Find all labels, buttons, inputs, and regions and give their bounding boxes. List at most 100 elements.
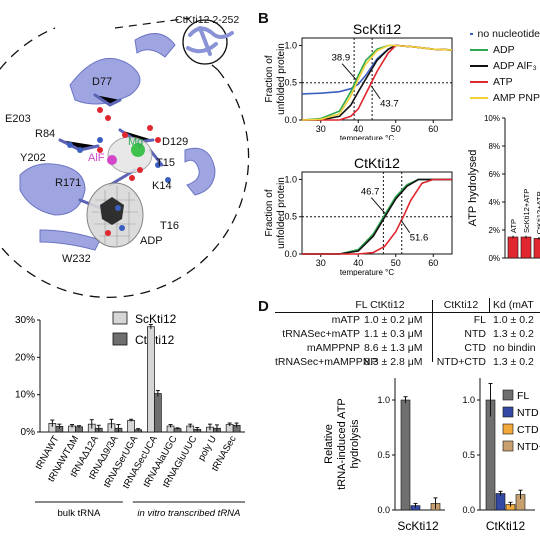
melt-ytick-label: 0.5 — [284, 78, 297, 88]
atp-ytick-label: 8% — [488, 142, 500, 151]
atp-bar-label: CtKti12+ATP — [535, 191, 540, 234]
melt-xtick-label: 50 — [391, 258, 401, 268]
melt-frame — [301, 37, 453, 121]
melt-legend-label: ADP — [493, 44, 515, 56]
d-ylabel-line2: tRNA-induced ATP — [336, 398, 348, 490]
melt-curve — [302, 44, 453, 121]
d-ytick-label: 1.0 — [462, 395, 475, 405]
c-legend-swatch — [112, 332, 128, 346]
residue-adp: ADP — [140, 235, 163, 247]
kd-domain-construct: NTD — [464, 328, 486, 340]
d-legend-label: NTD+ — [517, 441, 540, 453]
melt-xtick-label: 60 — [428, 258, 438, 268]
c-bar — [147, 326, 155, 433]
mg-ion — [131, 143, 145, 157]
residue-k14: K14 — [152, 180, 172, 192]
kd-fl-condition: mAMPPNP — [306, 342, 360, 354]
atp-bar — [533, 238, 540, 259]
c-ytick-label: 30% — [15, 315, 35, 326]
d-ytick-label: 1.0 — [377, 395, 390, 405]
relative-atp-chart: Relative tRNA-induced ATP hydrolysis 0.0 0.5… — [323, 378, 540, 533]
d-legend-label: NTD — [517, 407, 539, 419]
d-xlabel: CtKti12 — [486, 519, 526, 533]
atp-bar-label: ATP — [509, 219, 518, 233]
melt-tm-arrow-high — [370, 85, 381, 100]
residue-t16: T16 — [160, 220, 179, 232]
atp-bar — [507, 236, 519, 259]
kd-fl-value: 1.0 ± 0.2 μM — [364, 314, 423, 326]
kd-domain-row: NTD 1.3 ± 0.2 — [436, 327, 540, 341]
atp-ytick-label: 0% — [488, 254, 500, 263]
kd-fl-condition: mATP — [331, 314, 360, 326]
d-ytick-label: 0.5 — [462, 450, 475, 460]
melt-ytick-label: 1.0 — [284, 40, 297, 50]
kd-fl-row: tRNASec+mATP 1.1 ± 0.3 μM — [275, 327, 432, 341]
small-protein-ribbon — [186, 26, 234, 56]
melt-tm-label-low: 38.9 — [332, 53, 351, 64]
kd-domain-value: 1.3 ± 0.2 — [493, 328, 534, 340]
melt-legend-swatch — [470, 81, 488, 83]
d-legend-label: FL — [517, 390, 529, 402]
d-xlabel: ScKti12 — [397, 519, 439, 533]
panel-letter-b: B — [258, 10, 269, 27]
kd-table-domains-col1: CtKti12 — [443, 299, 479, 311]
c-legend-label: CtKti12 — [135, 333, 175, 347]
melt-xlabel: temperature °C — [340, 268, 395, 276]
residue-r171: R171 — [55, 177, 82, 189]
kd-fl-row: tRNASec+mAMPPNP 8.3 ± 2.8 μM — [275, 355, 432, 369]
c-legend-label: ScKti12 — [135, 312, 177, 326]
protein-ribbons — [19, 33, 216, 251]
kd-domain-value: 1.3 ± 0.2 — [493, 356, 534, 368]
kd-domain-construct: NTD+CTD — [436, 356, 486, 368]
zoom-circle — [0, 27, 250, 298]
atp-ytick-label: 4% — [488, 198, 500, 207]
c-group-label-bulk: bulk tRNA — [58, 508, 101, 519]
melt-legend-item: ADP AlF₃ — [470, 58, 540, 74]
kd-table-fl: FL CtKti12 mATP 1.0 ± 0.2 μM tRNASec+mATP 1… — [275, 298, 455, 369]
c-ytick-label: 10% — [15, 390, 35, 401]
kd-fl-value: 8.6 ± 1.3 μM — [364, 342, 423, 354]
melt-xtick-label: 40 — [353, 258, 363, 268]
melt-legend-label: no nucleotide — [477, 28, 540, 40]
kd-domain-construct: FL — [473, 314, 486, 326]
melt-xtick-label: 50 — [391, 124, 401, 134]
d-bar — [495, 493, 506, 511]
melt-title: CtKti12 — [354, 155, 400, 171]
melt-ytick-label: 0.0 — [284, 249, 297, 259]
melt-ylabel-line1: Fraction of — [264, 189, 275, 236]
melt-ylabel-line2: unfolded protein — [276, 43, 287, 115]
kd-domain-row: FL 1.0 ± 0.2 — [436, 313, 540, 327]
panel-letter-d: D — [258, 298, 269, 315]
kd-table-domains: CtKti12 Kd (mAT FL 1.0 ± 0.2 NTD 1.3 ± 0.2 C… — [436, 298, 540, 369]
melt-legend-swatch — [470, 33, 473, 35]
kd-fl-row: mAMPPNP 8.6 ± 1.3 μM — [275, 341, 432, 355]
c-legend-swatch — [112, 311, 128, 325]
trna-bar-chart: 0%10%20%30%ScKti12CtKti12tRNAWTtRNAWTΔMt… — [15, 311, 245, 519]
melt-curve — [301, 44, 453, 121]
kd-table-divider — [432, 300, 433, 362]
melt-legend-item: AMP PNP — [470, 90, 540, 106]
c-group-label-ivt: in vitro transcribed tRNA — [137, 508, 240, 519]
c-bar — [127, 420, 136, 433]
residue-mg: Mg — [128, 136, 144, 148]
melt-legend-label: ADP AlF₃ — [493, 60, 537, 72]
melt-tm-arrow-low — [341, 63, 357, 81]
d-ylabel-line3: hydrolysis — [349, 419, 361, 468]
d-legend-swatch — [502, 406, 514, 418]
kd-table-domains-col-divider — [489, 298, 490, 312]
structure-label: CtKti12 2-252 — [175, 14, 240, 26]
structure-panel — [0, 17, 250, 298]
melt-ylabel-line1: Fraction of — [264, 55, 275, 102]
nitrogen-atoms — [67, 137, 171, 183]
kd-table-domains-header: CtKti12 Kd (mAT — [436, 298, 540, 313]
kd-domain-value: 1.0 ± 0.2 — [493, 314, 534, 326]
melt-xtick-label: 30 — [316, 124, 326, 134]
melt-title: ScKti12 — [353, 22, 401, 37]
residue-y202: Y202 — [20, 152, 46, 164]
residue-t15: T15 — [156, 157, 175, 169]
melt-ytick-label: 0.0 — [284, 115, 297, 125]
zoom-line-upper — [114, 17, 191, 29]
melt-xtick-label: 40 — [353, 124, 363, 134]
melt-xlabel: temperature °C — [340, 134, 395, 140]
atp-ylabel: ATP hydrolysed — [467, 150, 479, 227]
